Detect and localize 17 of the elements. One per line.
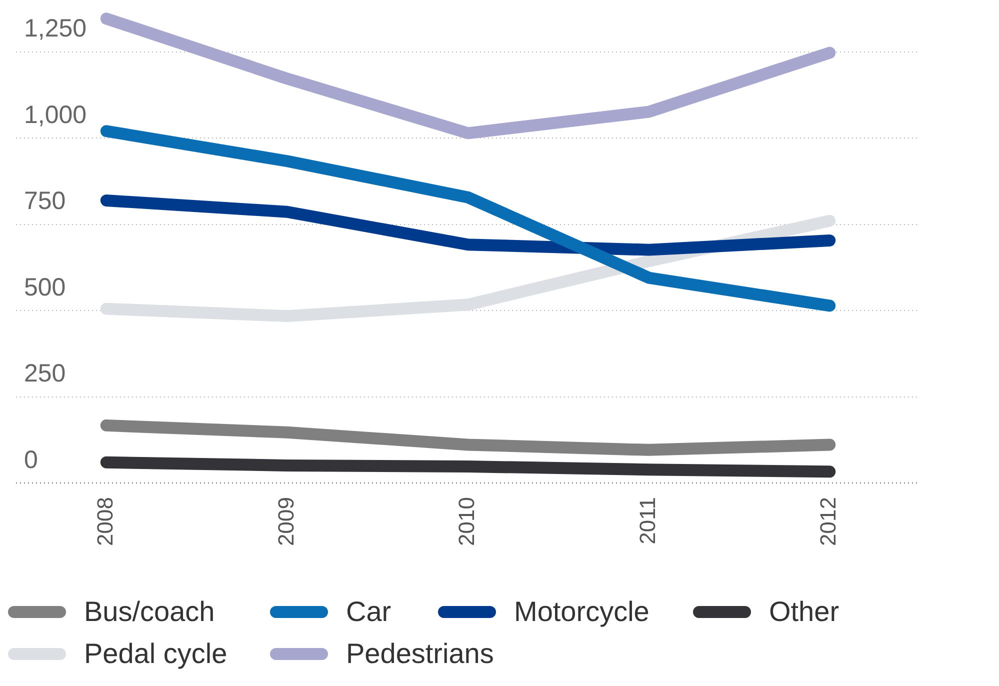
y-tick-label: 500 [24, 273, 66, 302]
legend-label: Other [769, 596, 840, 628]
x-tick-label: 2009 [273, 497, 298, 546]
y-tick-label: 0 [24, 446, 38, 474]
legend-label: Pedal cycle [84, 638, 228, 670]
y-tick-label: 750 [24, 187, 66, 216]
legend-label: Car [346, 596, 392, 628]
x-tick-label: 2012 [816, 497, 841, 546]
x-tick-label: 2010 [454, 497, 480, 546]
y-tick-label: 1,000 [24, 100, 87, 129]
legend-label: Motorcycle [514, 596, 650, 628]
x-tick-label: 2008 [92, 497, 118, 546]
x-tick-label: 2011 [634, 497, 660, 544]
y-tick-label: 1,250 [24, 14, 87, 43]
y-tick-label: 250 [24, 360, 66, 388]
legend-label: Bus/coach [84, 596, 215, 628]
legend-label: Pedestrians [346, 638, 494, 670]
